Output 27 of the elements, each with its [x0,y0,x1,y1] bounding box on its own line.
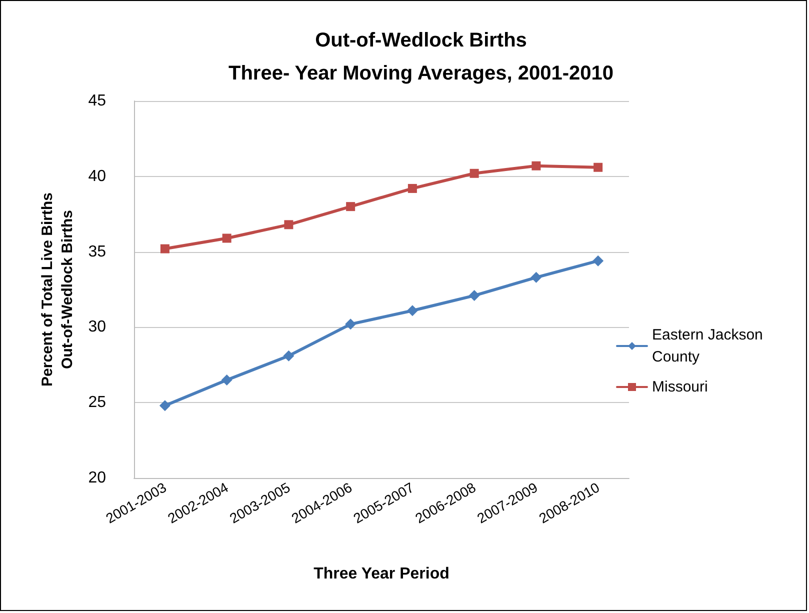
point [408,184,417,193]
point [470,168,479,178]
point [222,234,232,243]
legend-label: Eastern Jackson County [652,326,768,366]
y-tick-label: 35 [88,243,106,260]
point [284,220,294,230]
point [532,161,541,170]
point [406,305,418,316]
y-tick-label: 40 [88,168,106,185]
point [346,202,356,212]
point [283,350,294,362]
y-tick-label: 45 [88,92,106,110]
point [345,318,356,330]
point [530,272,542,283]
point [221,374,232,386]
y-tick-label: 25 [88,394,106,412]
point [592,255,604,266]
y-tick-label: 30 [88,318,106,336]
y-tick-label: 20 [88,470,106,486]
legend-label: Missouri [652,378,708,396]
point [159,400,170,412]
x-axis-title: Three Year Period [314,566,450,582]
point [160,244,170,254]
point [594,162,603,172]
y-axis-title: Percent of Total Live Births Out-of-Wedlock Births [38,192,76,386]
chart-title: Out-of-Wedlock Births Three- Year Moving Averages, 2001-2010 [228,30,614,84]
point [468,290,480,302]
